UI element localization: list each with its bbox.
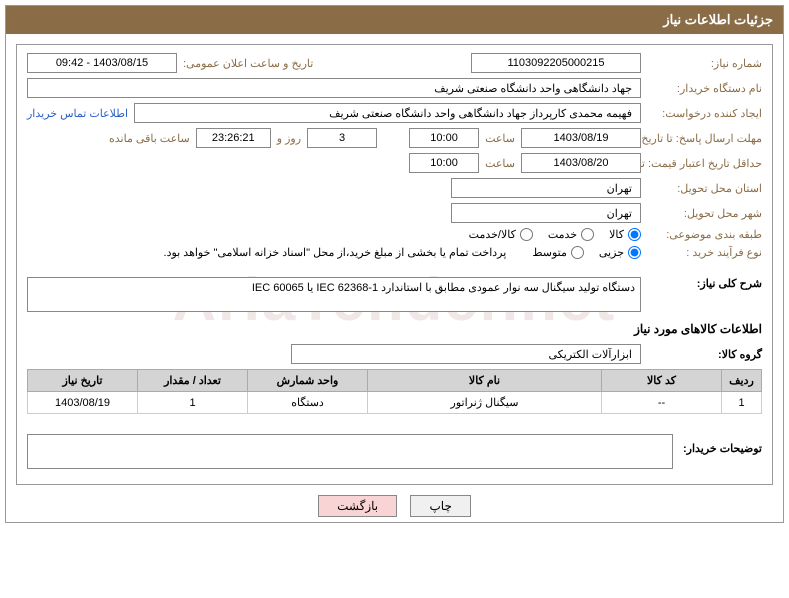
th-name: نام کالا: [368, 370, 602, 392]
requester-input[interactable]: [134, 103, 641, 123]
table-cell-code: --: [602, 392, 722, 414]
buyer-notes-textarea[interactable]: [27, 434, 673, 469]
th-date: تاریخ نیاز: [28, 370, 138, 392]
purchase-type-radio-group: جزیی متوسط: [532, 246, 641, 259]
radio-service[interactable]: خدمت: [548, 228, 594, 241]
radio-medium[interactable]: متوسط: [532, 246, 584, 259]
validity-date-input[interactable]: [521, 153, 641, 173]
radio-goods-input[interactable]: [628, 228, 641, 241]
th-code: کد کالا: [602, 370, 722, 392]
radio-partial-input[interactable]: [628, 246, 641, 259]
goods-info-heading: اطلاعات کالاهای مورد نیاز: [27, 322, 762, 336]
row-purchase-type: نوع فرآیند خرید : جزیی متوسط پرداخت تمام…: [27, 246, 762, 259]
province-label: استان محل تحویل:: [647, 182, 762, 195]
table-cell-row: 1: [722, 392, 762, 414]
row-province: استان محل تحویل:: [27, 178, 762, 198]
row-city: شهر محل تحویل:: [27, 203, 762, 223]
buyer-org-label: نام دستگاه خریدار:: [647, 82, 762, 95]
row-goods-group: گروه کالا:: [27, 344, 762, 364]
panel-title: جزئیات اطلاعات نیاز: [663, 12, 773, 27]
radio-service-label: خدمت: [548, 228, 577, 241]
table-cell-qty: 1: [138, 392, 248, 414]
radio-goods-service[interactable]: کالا/خدمت: [469, 228, 533, 241]
description-textarea[interactable]: [27, 277, 641, 312]
back-button[interactable]: بازگشت: [318, 495, 397, 517]
radio-goods-service-input[interactable]: [520, 228, 533, 241]
row-description: شرح کلی نیاز:: [27, 277, 762, 312]
panel-header: جزئیات اطلاعات نیاز: [6, 6, 783, 34]
th-qty: تعداد / مقدار: [138, 370, 248, 392]
purchase-type-label: نوع فرآیند خرید :: [647, 246, 762, 259]
deadline-date-input[interactable]: [521, 128, 641, 148]
table-row: 1--سیگنال ژنراتوردستگاه11403/08/19: [28, 392, 762, 414]
deadline-time-input[interactable]: [409, 128, 479, 148]
province-input[interactable]: [451, 178, 641, 198]
days-and-label: روز و: [277, 132, 301, 145]
remain-days-input[interactable]: [307, 128, 377, 148]
validity-label: حداقل تاریخ اعتبار قیمت: تا تاریخ:: [647, 157, 762, 170]
print-button[interactable]: چاپ: [410, 495, 470, 517]
goods-table-wrap: ردیف کد کالا نام کالا واحد شمارش تعداد /…: [27, 369, 762, 414]
contact-buyer-link[interactable]: اطلاعات تماس خریدار: [27, 107, 128, 120]
buyer-notes-label: توضیحات خریدار:: [683, 434, 762, 455]
category-radio-group: کالا خدمت کالا/خدمت: [469, 228, 641, 241]
radio-partial-label: جزیی: [599, 246, 624, 259]
radio-goods-service-label: کالا/خدمت: [469, 228, 516, 241]
row-category: طبقه بندی موضوعی: کالا خدمت کالا/خدمت: [27, 228, 762, 241]
row-buyer-org: نام دستگاه خریدار:: [27, 78, 762, 98]
validity-hour-label: ساعت: [485, 157, 515, 170]
radio-partial[interactable]: جزیی: [599, 246, 641, 259]
deadline-label: مهلت ارسال پاسخ: تا تاریخ:: [647, 132, 762, 145]
city-label: شهر محل تحویل:: [647, 207, 762, 220]
th-row: ردیف: [722, 370, 762, 392]
need-number-label: شماره نیاز:: [647, 57, 762, 70]
row-buyer-notes: توضیحات خریدار:: [27, 434, 762, 469]
content-panel: AriaTender.net شماره نیاز: تاریخ و ساعت …: [16, 44, 773, 485]
purchase-note: پرداخت تمام یا بخشی از مبلغ خرید،از محل …: [164, 246, 507, 259]
table-cell-date: 1403/08/19: [28, 392, 138, 414]
remain-label: ساعت باقی مانده: [109, 132, 190, 145]
validity-time-input[interactable]: [409, 153, 479, 173]
goods-tbody: 1--سیگنال ژنراتوردستگاه11403/08/19: [28, 392, 762, 414]
city-input[interactable]: [451, 203, 641, 223]
need-number-input[interactable]: [471, 53, 641, 73]
table-cell-unit: دستگاه: [248, 392, 368, 414]
th-unit: واحد شمارش: [248, 370, 368, 392]
radio-medium-input[interactable]: [571, 246, 584, 259]
remain-time-input[interactable]: [196, 128, 271, 148]
radio-medium-label: متوسط: [532, 246, 567, 259]
requester-label: ایجاد کننده درخواست:: [647, 107, 762, 120]
description-label: شرح کلی نیاز:: [647, 277, 762, 290]
radio-goods[interactable]: کالا: [609, 228, 641, 241]
row-validity: حداقل تاریخ اعتبار قیمت: تا تاریخ: ساعت: [27, 153, 762, 173]
goods-group-label: گروه کالا:: [647, 348, 762, 361]
buyer-org-input[interactable]: [27, 78, 641, 98]
radio-goods-label: کالا: [609, 228, 624, 241]
announce-input[interactable]: [27, 53, 177, 73]
goods-table: ردیف کد کالا نام کالا واحد شمارش تعداد /…: [27, 369, 762, 414]
category-label: طبقه بندی موضوعی:: [647, 228, 762, 241]
announce-label: تاریخ و ساعت اعلان عمومی:: [183, 57, 313, 70]
row-need-number: شماره نیاز: تاریخ و ساعت اعلان عمومی:: [27, 53, 762, 73]
row-requester: ایجاد کننده درخواست: اطلاعات تماس خریدار: [27, 103, 762, 123]
table-cell-name: سیگنال ژنراتور: [368, 392, 602, 414]
deadline-hour-label: ساعت: [485, 132, 515, 145]
radio-service-input[interactable]: [581, 228, 594, 241]
main-container: جزئیات اطلاعات نیاز AriaTender.net شماره…: [5, 5, 784, 523]
goods-group-input[interactable]: [291, 344, 641, 364]
button-row: چاپ بازگشت: [6, 495, 783, 517]
row-deadline: مهلت ارسال پاسخ: تا تاریخ: ساعت روز و سا…: [27, 128, 762, 148]
